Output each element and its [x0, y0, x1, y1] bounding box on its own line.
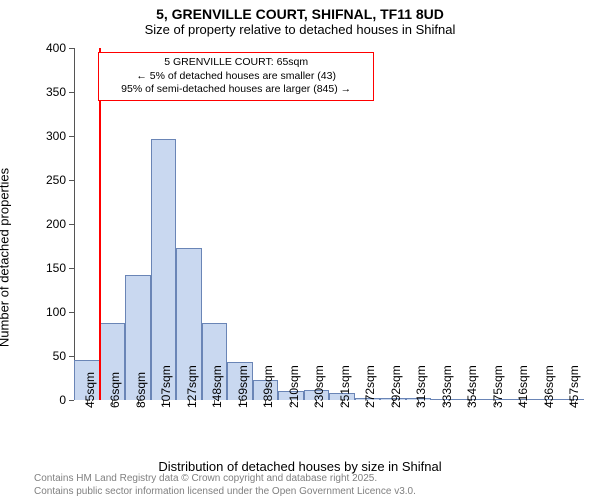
title-line2: Size of property relative to detached ho…: [0, 22, 600, 37]
ytick-label: 50: [26, 349, 66, 363]
histogram-bar: [151, 139, 177, 400]
ytick-mark: [69, 136, 74, 137]
annotation-line: 95% of semi-detached houses are larger (…: [105, 83, 366, 97]
ytick-mark: [69, 224, 74, 225]
ytick-mark: [69, 180, 74, 181]
ytick-mark: [69, 400, 74, 401]
plot-area: 05010015020025030035040045sqm66sqm86sqm1…: [74, 48, 584, 400]
ytick-mark: [69, 268, 74, 269]
chart-title: 5, GRENVILLE COURT, SHIFNAL, TF11 8UD Si…: [0, 6, 600, 37]
attribution-text: Contains HM Land Registry data © Crown c…: [34, 473, 416, 498]
ytick-mark: [69, 356, 74, 357]
x-axis-label: Distribution of detached houses by size …: [0, 459, 600, 474]
annotation-line: 5 GRENVILLE COURT: 65sqm: [105, 56, 366, 70]
ytick-mark: [69, 312, 74, 313]
annotation-box: 5 GRENVILLE COURT: 65sqm← 5% of detached…: [98, 52, 373, 101]
ytick-label: 100: [26, 305, 66, 319]
ytick-label: 150: [26, 261, 66, 275]
ytick-label: 300: [26, 129, 66, 143]
ytick-label: 400: [26, 41, 66, 55]
ytick-mark: [69, 48, 74, 49]
y-axis-line: [74, 48, 75, 400]
ytick-label: 250: [26, 173, 66, 187]
ytick-label: 200: [26, 217, 66, 231]
ytick-label: 0: [26, 393, 66, 407]
ytick-label: 350: [26, 85, 66, 99]
y-axis-label: Number of detached properties: [0, 168, 12, 347]
attribution-line2: Contains public sector information licen…: [34, 486, 416, 499]
attribution-line1: Contains HM Land Registry data © Crown c…: [34, 473, 416, 486]
annotation-line: ← 5% of detached houses are smaller (43): [105, 70, 366, 84]
ytick-mark: [69, 92, 74, 93]
title-line1: 5, GRENVILLE COURT, SHIFNAL, TF11 8UD: [0, 6, 600, 22]
